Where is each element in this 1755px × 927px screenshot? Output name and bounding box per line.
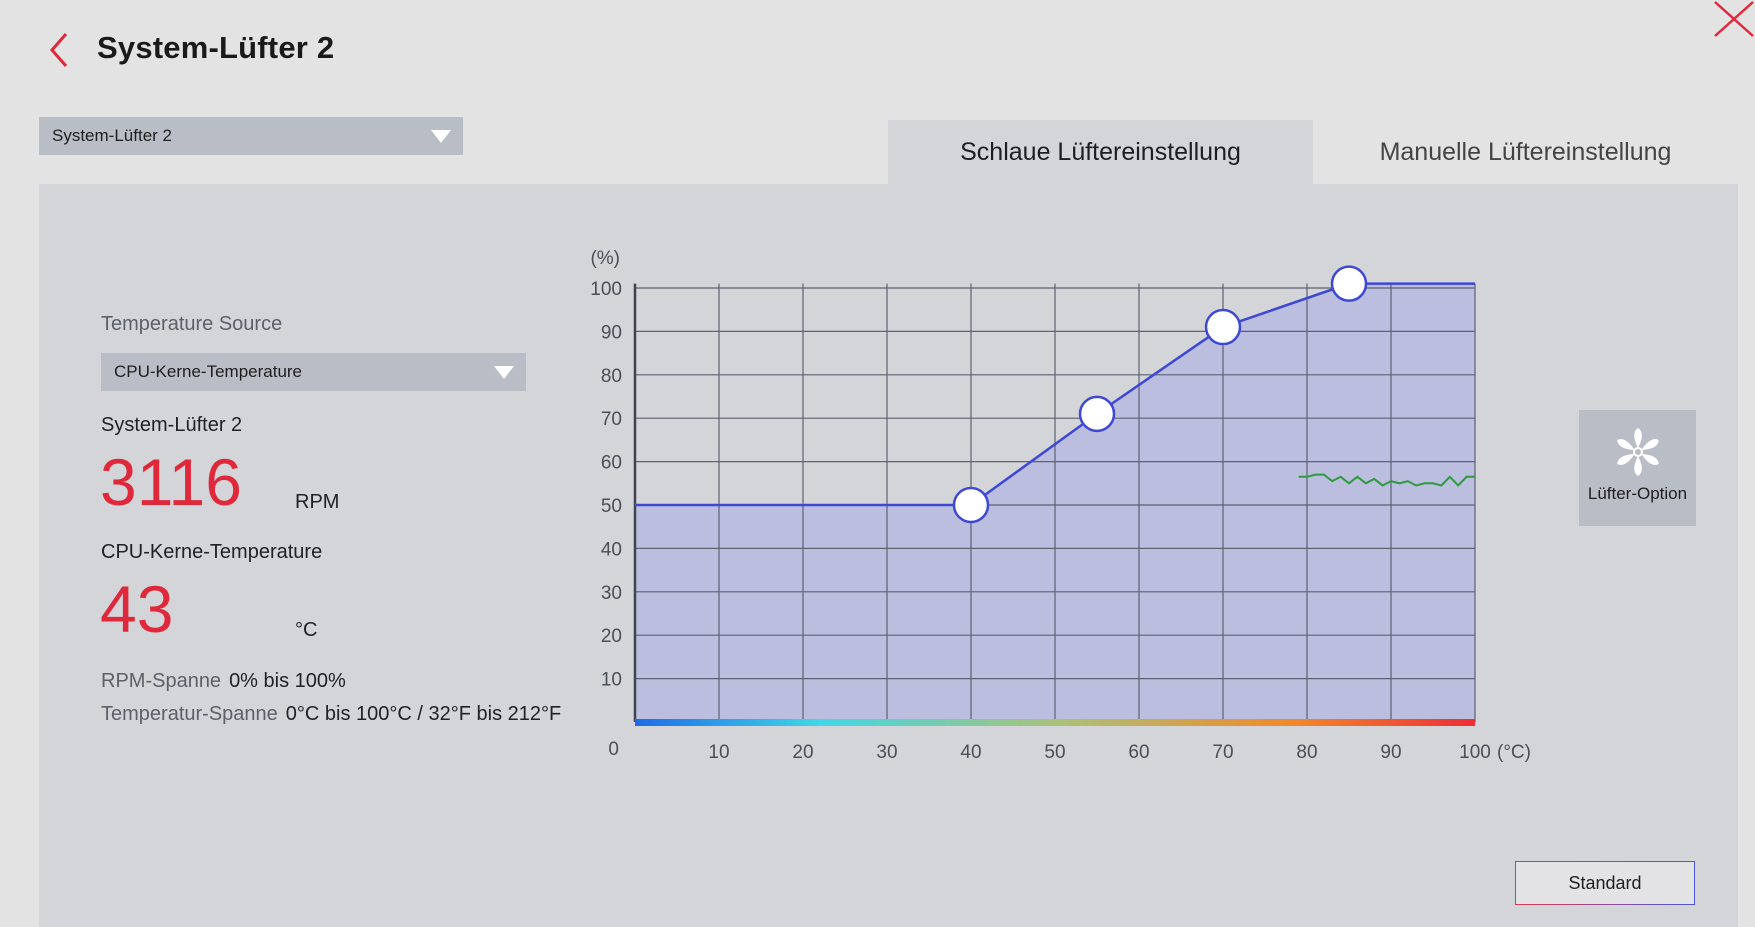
fan-name-label: System-Lüfter 2 [101, 414, 243, 436]
close-icon[interactable] [1712, 0, 1755, 38]
curve-control-point[interactable] [1204, 308, 1242, 346]
y-tick-label: 80 [601, 366, 622, 387]
y-tick-label: 20 [601, 626, 622, 647]
fan-select[interactable]: System-Lüfter 2 [39, 117, 463, 155]
fan-curve-line [635, 282, 1475, 507]
fan-select-value: System-Lüfter 2 [52, 126, 172, 145]
x-tick-label: 70 [1212, 742, 1233, 763]
x-tick-label: 90 [1380, 742, 1401, 763]
x-tick-label: 20 [792, 742, 813, 763]
y-axis-label: (%) [590, 248, 620, 269]
temp-range: Temperatur-Spanne 0°C bis 100°C / 32°F bi… [101, 703, 561, 726]
rpm-range: RPM-Spanne 0% bis 100% [101, 670, 346, 693]
y-tick-label: 10 [601, 670, 622, 691]
temp-unit: °C [295, 619, 318, 641]
standard-button[interactable]: Standard [1515, 861, 1695, 905]
y-tick-label: 90 [601, 322, 622, 343]
caret-down-icon [494, 366, 514, 379]
y-tick-label: 30 [601, 583, 622, 604]
temp-source-label: Temperature Source [101, 313, 283, 335]
x-tick-label: 10 [708, 742, 729, 763]
y-tick-label: 70 [601, 409, 622, 430]
caret-down-icon [431, 130, 451, 143]
temperature-gradient-bar [635, 719, 1475, 726]
rpm-value: 3116 [100, 445, 242, 519]
page-title: System-Lüfter 2 [97, 30, 335, 65]
y-tick-label: 50 [601, 496, 622, 517]
temp-range-value: 0°C bis 100°C / 32°F bis 212°F [285, 703, 562, 725]
y-tick-label: 100 [590, 279, 622, 300]
x-tick-label: 100 [1459, 742, 1491, 763]
curve-control-point[interactable] [952, 486, 990, 524]
fan-icon [1616, 428, 1659, 476]
x-axis-label: (°C) [1497, 742, 1531, 763]
fan-option-button[interactable]: Lüfter-Option [1579, 410, 1696, 526]
y-tick-label: 40 [601, 539, 622, 560]
temp-value: 43 [100, 572, 174, 646]
tab-manual-fan[interactable]: Manuelle Lüftereinstellung [1379, 137, 1672, 166]
rpm-unit: RPM [295, 491, 340, 513]
rpm-range-value: 0% bis 100% [229, 670, 346, 692]
rpm-trace-line [1298, 473, 1475, 487]
x-tick-label: 80 [1296, 742, 1317, 763]
fan-option-label: Lüfter-Option [1587, 484, 1688, 503]
tab-smart-fan[interactable]: Schlaue Lüftereinstellung [888, 120, 1313, 184]
origin-label: 0 [608, 739, 619, 760]
rpm-range-label: RPM-Spanne [101, 670, 222, 692]
temp-source-value: CPU-Kerne-Temperature [114, 362, 303, 381]
temp-range-label: Temperatur-Spanne [101, 703, 278, 725]
x-tick-label: 30 [876, 742, 897, 763]
y-tick-label: 60 [601, 453, 622, 474]
curve-control-point[interactable] [1330, 265, 1368, 302]
curve-control-point[interactable] [1078, 395, 1116, 433]
temp-name-label: CPU-Kerne-Temperature [101, 541, 323, 563]
fan-curve-chart[interactable]: 10 20 30 40 50 60 70 80 90 100 10 20 30 40 50 60 70 80 90 1… [560, 238, 1550, 768]
x-tick-label: 60 [1128, 742, 1149, 763]
chevron-left-icon[interactable] [44, 30, 74, 70]
x-tick-label: 40 [960, 742, 981, 763]
x-tick-label: 50 [1044, 742, 1065, 763]
temp-source-select[interactable]: CPU-Kerne-Temperature [101, 353, 526, 391]
